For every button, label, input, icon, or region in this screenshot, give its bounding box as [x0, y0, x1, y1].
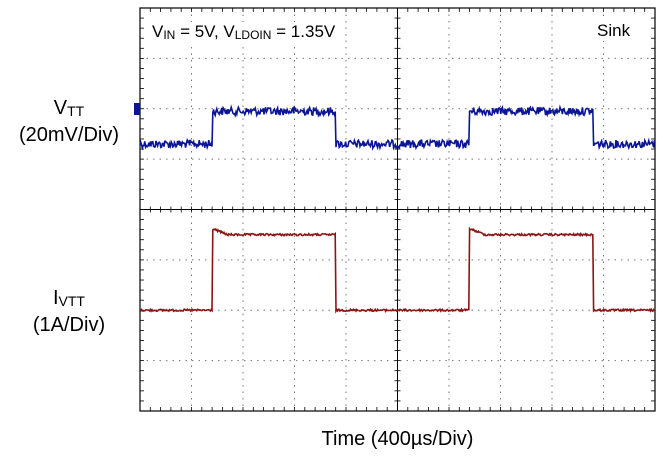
test-conditions-label: VIN = 5V, VLDOIN = 1.35V — [150, 22, 338, 42]
vtt-channel-label: VTT (20mV/Div) — [18, 97, 119, 146]
grid — [139, 7, 656, 412]
ivtt-trace — [139, 226, 656, 314]
x-axis-label: Time (400µs/Div) — [321, 428, 474, 450]
vtt-trace — [139, 104, 656, 151]
vtt-ground-marker — [134, 103, 140, 115]
ivtt-channel-label: IVTT (1A/Div) — [32, 287, 106, 336]
traces — [139, 104, 656, 314]
mode-label: Sink — [594, 21, 634, 41]
